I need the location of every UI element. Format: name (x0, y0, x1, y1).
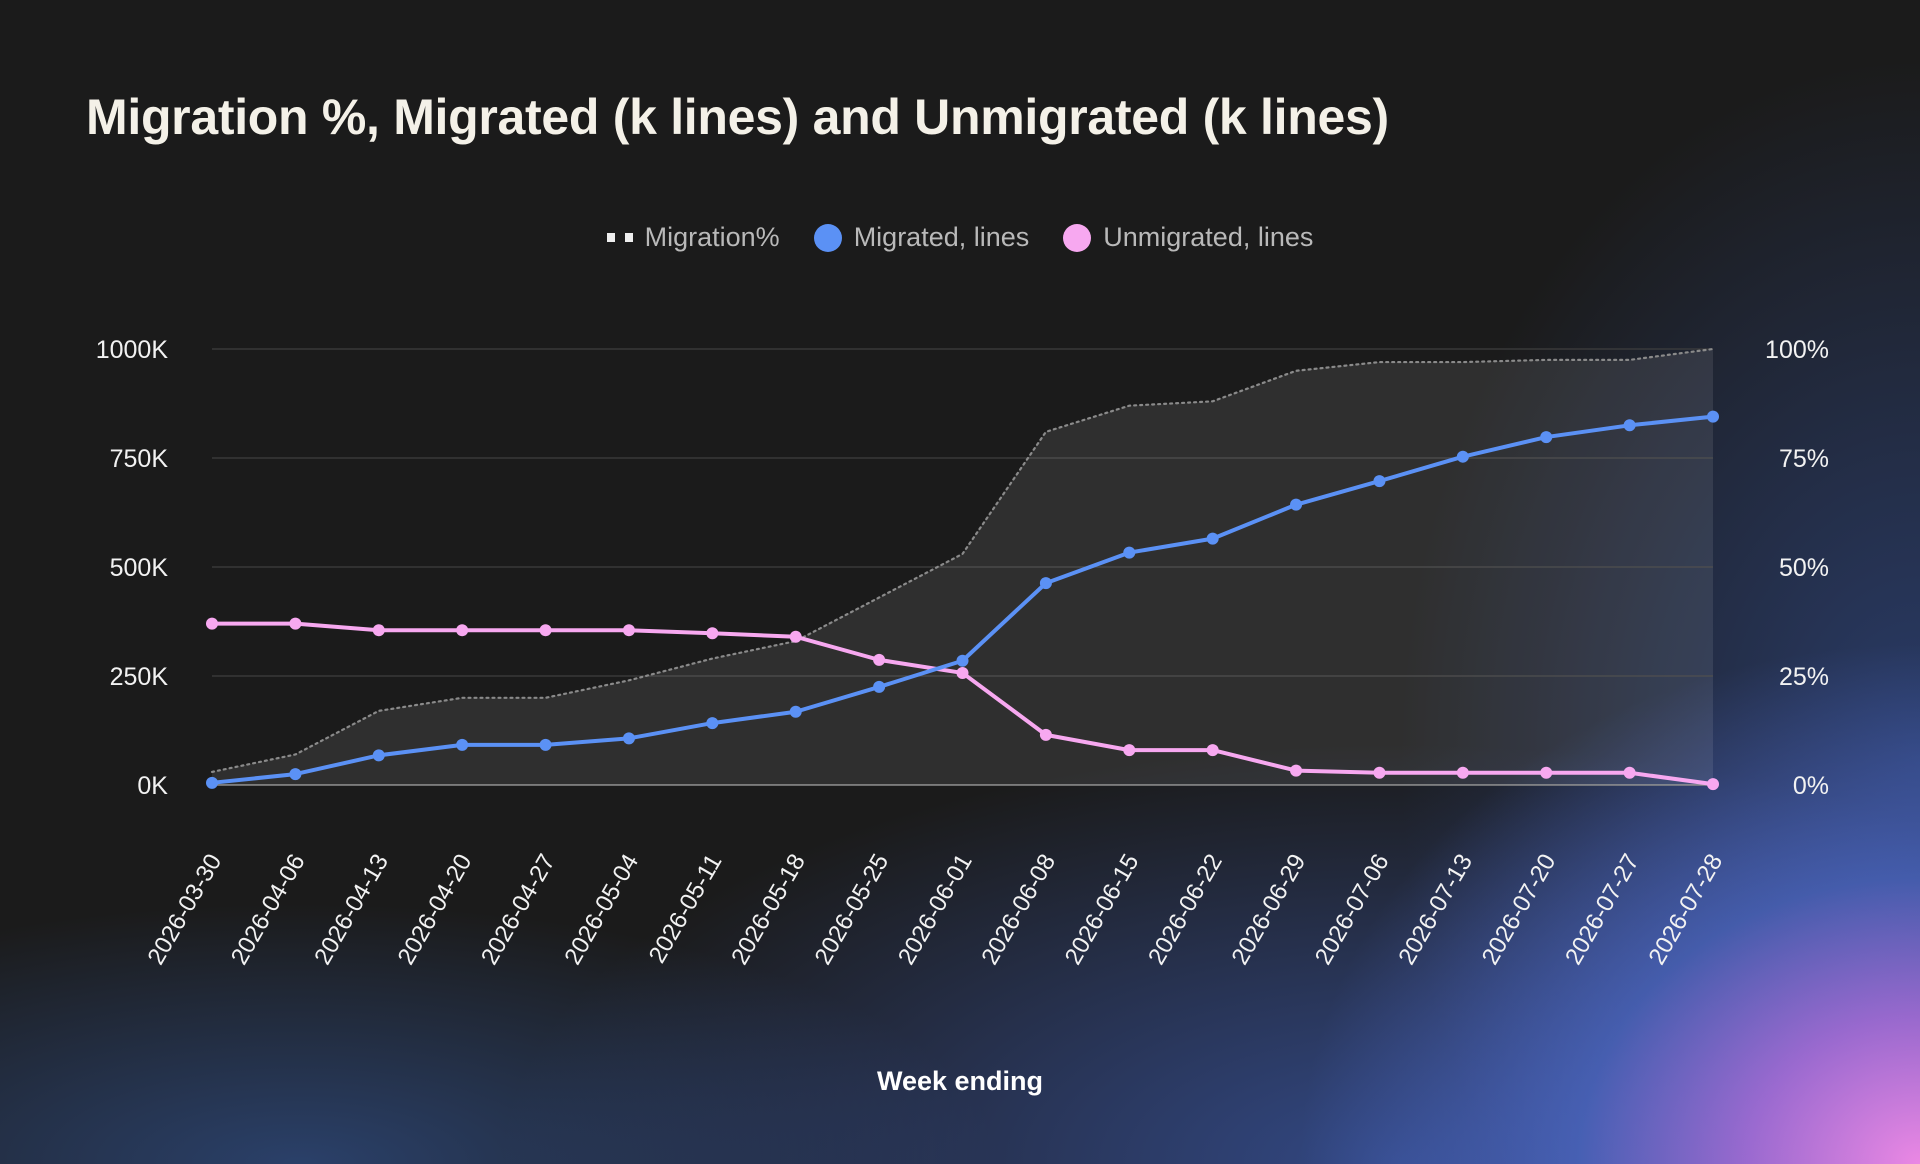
unmigrated-lines-point (1373, 766, 1386, 779)
chart-legend: Migration% Migrated, lines Unmigrated, l… (0, 222, 1920, 253)
unmigrated-lines-point (456, 624, 469, 637)
x-tick-label: 2026-07-28 (1643, 850, 1728, 970)
y2-tick-label: 25% (1779, 663, 1829, 691)
migrated-lines-point (706, 717, 719, 730)
x-tick-label: 2026-04-13 (309, 850, 394, 970)
migrated-lines-point (372, 749, 385, 762)
migrated-lines-point (789, 705, 802, 718)
unmigrated-lines-point (1623, 766, 1636, 779)
migration-pct-line (210, 347, 1715, 774)
unmigrated-lines-point (1039, 728, 1052, 741)
dotted-line-swatch-icon (606, 233, 633, 242)
x-tick-label: 2026-05-04 (559, 850, 644, 970)
legend-label: Migration% (644, 222, 780, 252)
unmigrated-lines-point (1123, 744, 1136, 757)
migrated-lines-point (1456, 450, 1469, 463)
circle-swatch-icon (1063, 223, 1092, 252)
unmigrated-lines-point (539, 624, 552, 637)
x-tick-label: 2026-04-06 (226, 850, 311, 970)
y2-tick-label: 50% (1779, 554, 1829, 582)
unmigrated-lines-point (706, 627, 719, 640)
migrated-lines-point (1290, 498, 1303, 511)
circle-swatch-icon (813, 223, 842, 252)
migrated-lines-point (1707, 410, 1719, 423)
unmigrated-lines-point (206, 617, 218, 630)
x-tick-label: 2026-06-29 (1226, 850, 1311, 970)
x-tick-label: 2026-07-13 (1393, 850, 1478, 970)
legend-label: Unmigrated, lines (1103, 222, 1314, 252)
x-tick-label: 2026-07-06 (1310, 850, 1395, 970)
unmigrated-lines-point (956, 666, 969, 679)
unmigrated-lines-point (1540, 766, 1553, 779)
y2-tick-label: 75% (1779, 445, 1829, 473)
x-tick-label: 2026-06-08 (976, 850, 1061, 970)
y-tick-label: 250K (110, 663, 169, 691)
migrated-lines-point (622, 732, 635, 745)
x-tick-label: 2026-07-20 (1477, 850, 1562, 970)
x-axis-title: Week ending (876, 1066, 1044, 1096)
migration-pct-area (212, 349, 1713, 785)
migrated-lines-point (1206, 532, 1219, 545)
y2-tick-label: 100% (1765, 336, 1829, 364)
migrated-lines-point (1540, 431, 1553, 444)
migrated-lines-point (1373, 475, 1386, 488)
y-tick-label: 1000K (96, 336, 169, 364)
y-tick-label: 0K (137, 772, 168, 800)
unmigrated-lines-point (622, 624, 635, 637)
migrated-lines-point (1123, 546, 1136, 559)
unmigrated-lines-point (289, 617, 302, 630)
legend-item-migration-pct[interactable]: Migration% (606, 222, 780, 253)
migrated-lines-point (206, 776, 218, 789)
x-tick-label: 2026-05-25 (810, 850, 895, 970)
x-tick-label: 2026-06-15 (1060, 850, 1145, 970)
unmigrated-lines-point (1206, 744, 1219, 757)
unmigrated-lines-point (873, 653, 886, 666)
x-tick-label: 2026-06-22 (1143, 850, 1228, 970)
y2-tick-label: 0% (1793, 772, 1829, 800)
migrated-lines-point (1623, 419, 1636, 432)
y-tick-label: 500K (110, 554, 169, 582)
legend-item-unmigrated[interactable]: Unmigrated, lines (1063, 222, 1313, 253)
legend-label: Migrated, lines (853, 222, 1030, 252)
y-tick-label: 750K (110, 445, 169, 473)
legend-item-migrated[interactable]: Migrated, lines (813, 222, 1030, 253)
migrated-lines-point (289, 768, 302, 781)
unmigrated-lines-point (1290, 764, 1303, 777)
x-tick-label: 2026-04-27 (476, 850, 561, 970)
unmigrated-lines-point (1456, 766, 1469, 779)
unmigrated-lines-point (372, 624, 385, 637)
unmigrated-lines-point (789, 630, 802, 643)
migrated-lines-point (456, 738, 469, 751)
migrated-lines-point (539, 738, 552, 751)
x-tick-label: 2026-07-27 (1560, 850, 1645, 970)
migrated-lines-point (956, 654, 969, 667)
x-tick-label: 2026-03-30 (142, 850, 227, 970)
migrated-lines-point (1039, 577, 1052, 590)
x-tick-label: 2026-06-01 (893, 850, 978, 970)
migrated-lines-point (873, 680, 886, 693)
x-tick-label: 2026-04-20 (393, 850, 478, 970)
x-tick-label: 2026-05-11 (644, 850, 728, 968)
x-tick-label: 2026-05-18 (726, 850, 811, 970)
unmigrated-lines-point (1707, 778, 1719, 791)
chart-title: Migration %, Migrated (k lines) and Unmi… (86, 89, 1389, 145)
